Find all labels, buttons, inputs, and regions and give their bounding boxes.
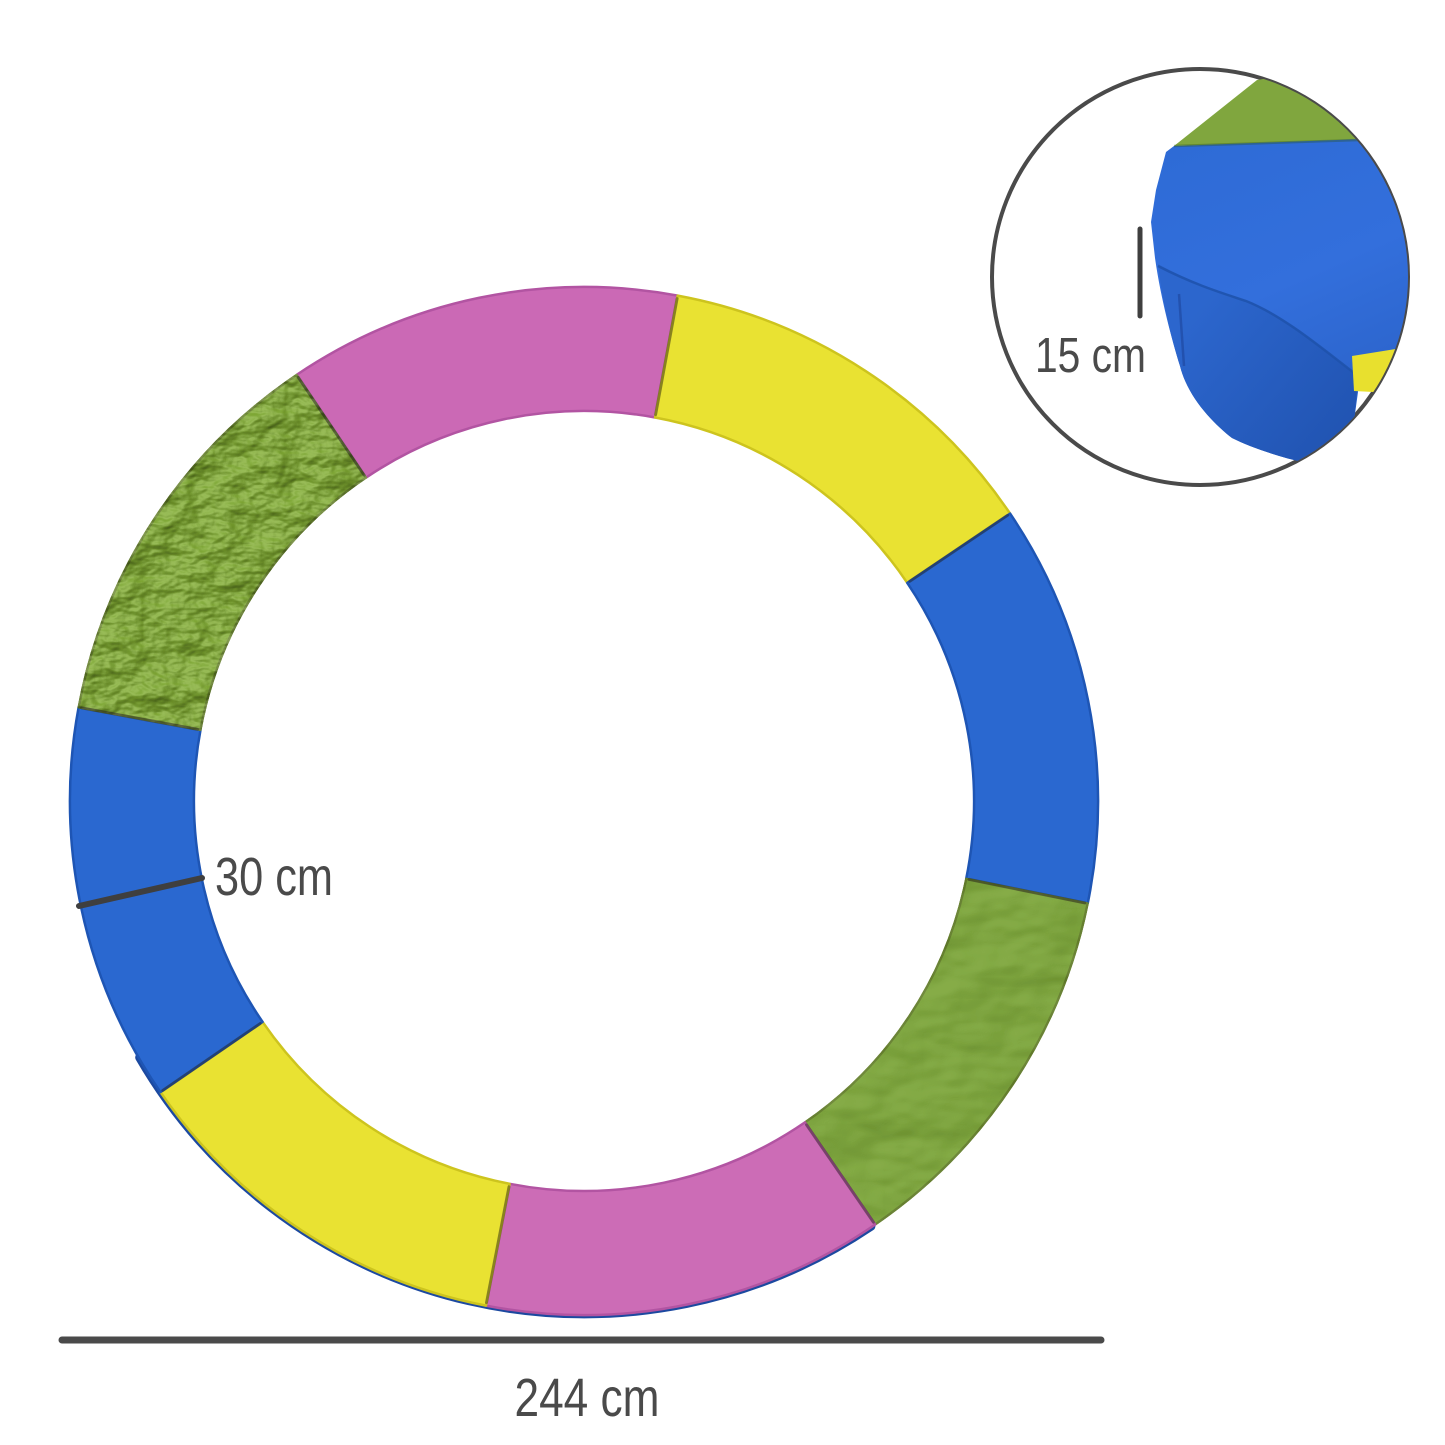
svg-text:30 cm: 30 cm — [215, 847, 333, 907]
svg-text:244 cm: 244 cm — [515, 1368, 660, 1428]
svg-text:15 cm: 15 cm — [1035, 329, 1146, 383]
